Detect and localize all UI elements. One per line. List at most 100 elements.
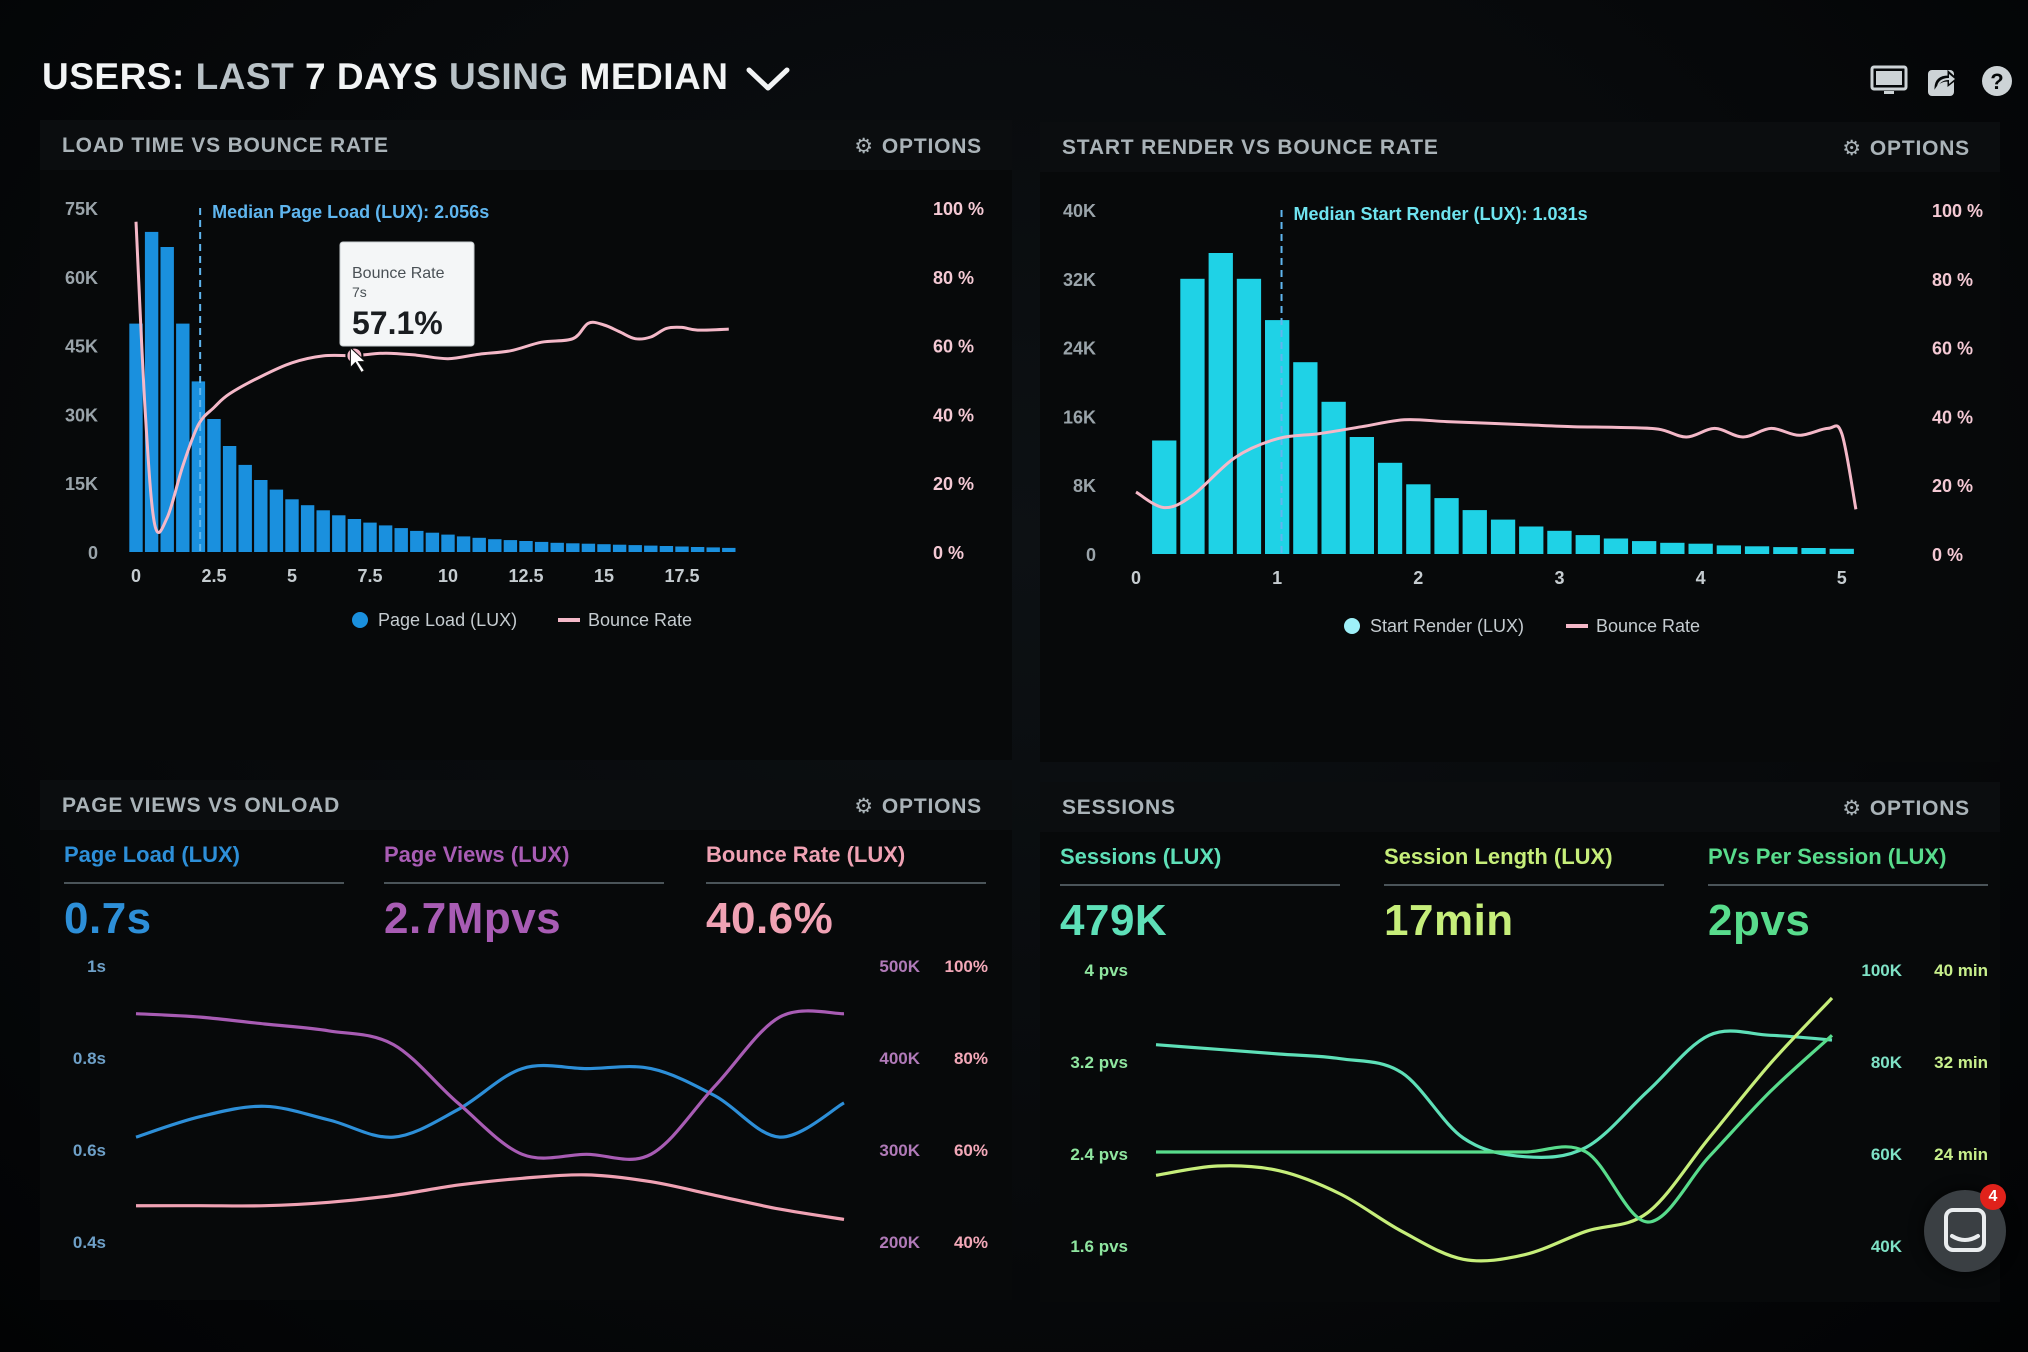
bounce-rate-line [134, 221, 729, 534]
bar [1406, 484, 1431, 554]
legend-marker-bars [352, 612, 368, 628]
sessions-chart[interactable]: 4 pvs 3.2 pvs 2.4 pvs 1.6 pvs 100K 80K 60K 40K 4… [1040, 950, 2000, 1290]
metric-divider [384, 882, 664, 884]
y3-tick-label: 40 min [1934, 961, 1988, 980]
bar [176, 323, 190, 552]
page-title[interactable]: USERS: LAST 7 DAYS USING MEDIAN [42, 56, 791, 98]
metric-page-load: Page Load (LUX) 0.7s [64, 842, 344, 944]
bar [1349, 437, 1374, 554]
x-tick-label: 3 [1554, 568, 1564, 588]
metric-divider [1708, 884, 1988, 886]
legend-label: Start Render (LUX) [1370, 616, 1524, 636]
title-users: USERS: [42, 56, 185, 97]
y3-tick-label: 24 min [1934, 1145, 1988, 1164]
start-render-chart[interactable]: 0 8K 16K 24K 32K 40K 0 % 20 % 40 % 60 % 80 % 100 % 0… [1040, 172, 2000, 762]
options-button[interactable]: ⚙ OPTIONS [854, 794, 982, 819]
bar [410, 530, 424, 552]
metric-label: Session Length (LUX) [1384, 844, 1613, 869]
series-line [1155, 1034, 1834, 1224]
start-render-panel: START RENDER VS BOUNCE RATE ⚙ OPTIONS 0 8K… [1040, 122, 2000, 762]
options-label: OPTIONS [1869, 137, 1970, 160]
title-median: MEDIAN [579, 56, 729, 97]
bar [597, 544, 611, 552]
chat-button[interactable]: 4 [1924, 1184, 2006, 1272]
bar [222, 446, 237, 552]
bar [581, 543, 596, 552]
bar [378, 525, 393, 552]
x-tick-label: 15 [594, 566, 614, 586]
bar [566, 543, 580, 552]
notification-badge: 4 [1980, 1184, 2006, 1210]
bar [1829, 548, 1854, 554]
series-line [135, 1173, 845, 1221]
series-line [1155, 1029, 1833, 1159]
bar [628, 545, 642, 552]
bar [1434, 498, 1459, 554]
load-time-chart[interactable]: 0 15K 30K 45K 60K 75K 0 % 20 % 40 % 60 % 80 % 100 %… [40, 170, 1012, 760]
metric-sessions: Sessions (LUX) 479K [1060, 844, 1340, 946]
bar [1688, 543, 1713, 554]
page-views-chart[interactable]: 1s 0.8s 0.6s 0.4s 500K 400K 300K 200K 100% 80% 60%… [40, 950, 1012, 1290]
metric-value: 2pvs [1708, 896, 1811, 945]
x-tick-label: 12.5 [508, 566, 543, 586]
y-tick-label: 40K [1063, 201, 1096, 221]
options-button[interactable]: ⚙ OPTIONS [1842, 136, 1970, 161]
bar [659, 546, 674, 552]
chevron-down-icon[interactable] [745, 64, 791, 94]
panel-header: SESSIONS ⚙ OPTIONS [1040, 782, 2000, 832]
x-tick-label: 4 [1696, 568, 1706, 588]
x-tick-label: 2.5 [201, 566, 226, 586]
bar [1519, 526, 1544, 554]
options-label: OPTIONS [881, 135, 982, 158]
y-tick-label: 1.6 pvs [1070, 1237, 1128, 1256]
panel-header: PAGE VIEWS VS ONLOAD ⚙ OPTIONS [40, 780, 1012, 830]
bar [1462, 510, 1487, 554]
bar [1180, 278, 1205, 554]
bar [690, 547, 705, 552]
bar [129, 323, 143, 552]
metric-label: Bounce Rate (LUX) [706, 842, 906, 867]
bar [300, 505, 315, 552]
title-using: USING [449, 56, 569, 97]
y3-tick-label: 80% [954, 1049, 988, 1068]
x-tick-label: 5 [1837, 568, 1847, 588]
bar [1801, 548, 1826, 554]
y2-tick-label: 100 % [933, 199, 984, 219]
legend-label: Bounce Rate [1596, 616, 1700, 636]
y2-tick-label: 40K [1871, 1237, 1903, 1256]
svg-text:?: ? [1990, 69, 2003, 94]
bar [488, 539, 502, 552]
share-icon[interactable] [1926, 64, 1960, 98]
y2-tick-label: 0 % [933, 543, 964, 563]
y2-tick-label: 20 % [933, 474, 974, 494]
x-tick-label: 2 [1413, 568, 1423, 588]
y2-tick-label: 80K [1871, 1053, 1903, 1072]
sessions-panel: SESSIONS ⚙ OPTIONS Sessions (LUX) 479K Se… [1040, 782, 2000, 1302]
bar [394, 528, 408, 552]
panel-header: START RENDER VS BOUNCE RATE ⚙ OPTIONS [1040, 122, 2000, 172]
y-tick-label: 1s [87, 957, 106, 976]
tooltip-value: 57.1% [352, 305, 443, 341]
metric-pvs-per-session: PVs Per Session (LUX) 2pvs [1708, 844, 1988, 946]
title-last: LAST [195, 56, 295, 97]
y2-tick-label: 40 % [933, 405, 974, 425]
metric-value: 40.6% [706, 894, 834, 943]
y-tick-label: 2.4 pvs [1070, 1145, 1128, 1164]
bar [160, 247, 174, 552]
series-line [135, 1063, 845, 1139]
options-button[interactable]: ⚙ OPTIONS [1842, 796, 1970, 821]
y-tick-label: 16K [1063, 407, 1096, 427]
monitor-icon[interactable] [1870, 64, 1908, 98]
help-icon[interactable]: ? [1980, 64, 2014, 98]
y2-tick-label: 80 % [1932, 270, 1973, 290]
legend-label: Bounce Rate [588, 610, 692, 630]
y-tick-label: 60K [65, 268, 98, 288]
panel-title: PAGE VIEWS VS ONLOAD [62, 794, 341, 817]
options-button[interactable]: ⚙ OPTIONS [854, 134, 982, 159]
metric-label: PVs Per Session (LUX) [1708, 844, 1947, 869]
legend-label: Page Load (LUX) [378, 610, 517, 630]
x-tick-label: 17.5 [664, 566, 699, 586]
metric-divider [64, 882, 344, 884]
bar [612, 544, 627, 552]
page-views-panel: PAGE VIEWS VS ONLOAD ⚙ OPTIONS Page Load … [40, 780, 1012, 1300]
